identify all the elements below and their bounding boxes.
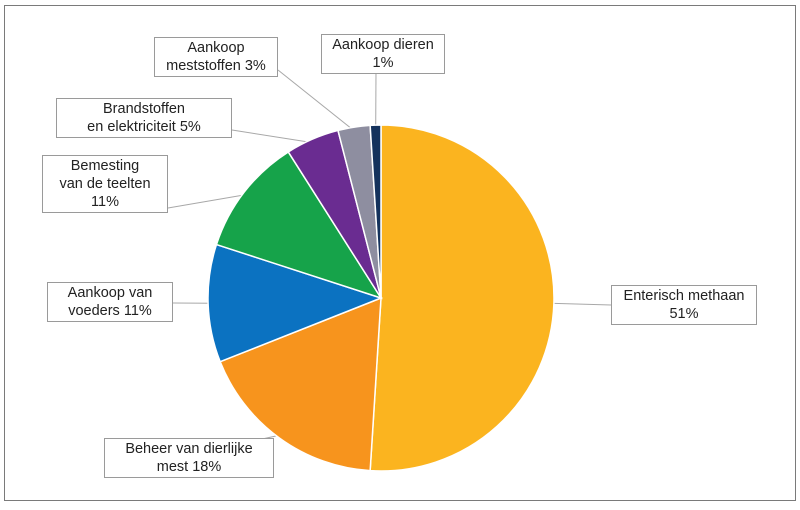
label-bemesting-teelten: Bemesting van de teelten 11% bbox=[42, 155, 168, 213]
leader-line bbox=[549, 302, 612, 306]
label-line: voeders 11% bbox=[68, 303, 152, 319]
label-line: Enterisch methaan bbox=[623, 288, 745, 304]
leader-line bbox=[277, 69, 355, 132]
label-enterisch-methaan: Enterisch methaan 51% bbox=[611, 285, 757, 325]
label-line: Aankoop van bbox=[67, 285, 153, 301]
pie-slice-aankoop-dieren bbox=[369, 124, 382, 299]
label-line: 1% bbox=[372, 55, 394, 71]
pie-slice-bemesting-van-de-teelten bbox=[215, 150, 383, 300]
label-line: Aankoop dieren bbox=[332, 37, 434, 53]
label-aankoop-dieren: Aankoop dieren 1% bbox=[321, 34, 445, 74]
label-aankoop-voeders: Aankoop van voeders 11% bbox=[47, 282, 173, 322]
label-beheer-dierlijke-mest: Beheer van dierlijke mest 18% bbox=[104, 438, 274, 478]
label-line: Brandstoffen bbox=[103, 101, 185, 117]
label-aankoop-meststoffen: Aankoop meststoffen 3% bbox=[154, 37, 278, 77]
label-line: Aankoop bbox=[187, 40, 245, 56]
label-line: mest 18% bbox=[156, 459, 222, 475]
leader-line bbox=[231, 129, 314, 144]
label-brandstoffen-elektriciteit: Brandstoffen en elektriciteit 5% bbox=[56, 98, 232, 138]
pie-slice-beheer-van-dierlijke-mest bbox=[219, 296, 382, 472]
label-line: Bemesting bbox=[70, 158, 140, 174]
pie-slice-aankoop-van-voeders bbox=[207, 243, 384, 363]
label-line: Beheer van dierlijke bbox=[125, 441, 253, 457]
label-line: 11% bbox=[91, 194, 119, 210]
label-line: en elektriciteit 5% bbox=[87, 119, 201, 135]
leader-line bbox=[167, 193, 248, 209]
pie-slices bbox=[207, 124, 555, 472]
pie-slice-enterisch-methaan bbox=[369, 124, 555, 472]
label-line: van de teelten bbox=[59, 176, 151, 192]
label-line: meststoffen 3% bbox=[166, 58, 266, 74]
label-line: 51% bbox=[669, 306, 699, 322]
